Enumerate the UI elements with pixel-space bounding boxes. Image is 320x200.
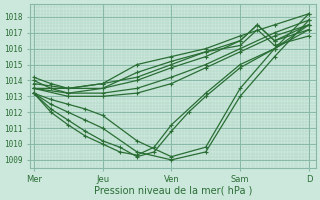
X-axis label: Pression niveau de la mer( hPa ): Pression niveau de la mer( hPa ) xyxy=(94,186,252,196)
